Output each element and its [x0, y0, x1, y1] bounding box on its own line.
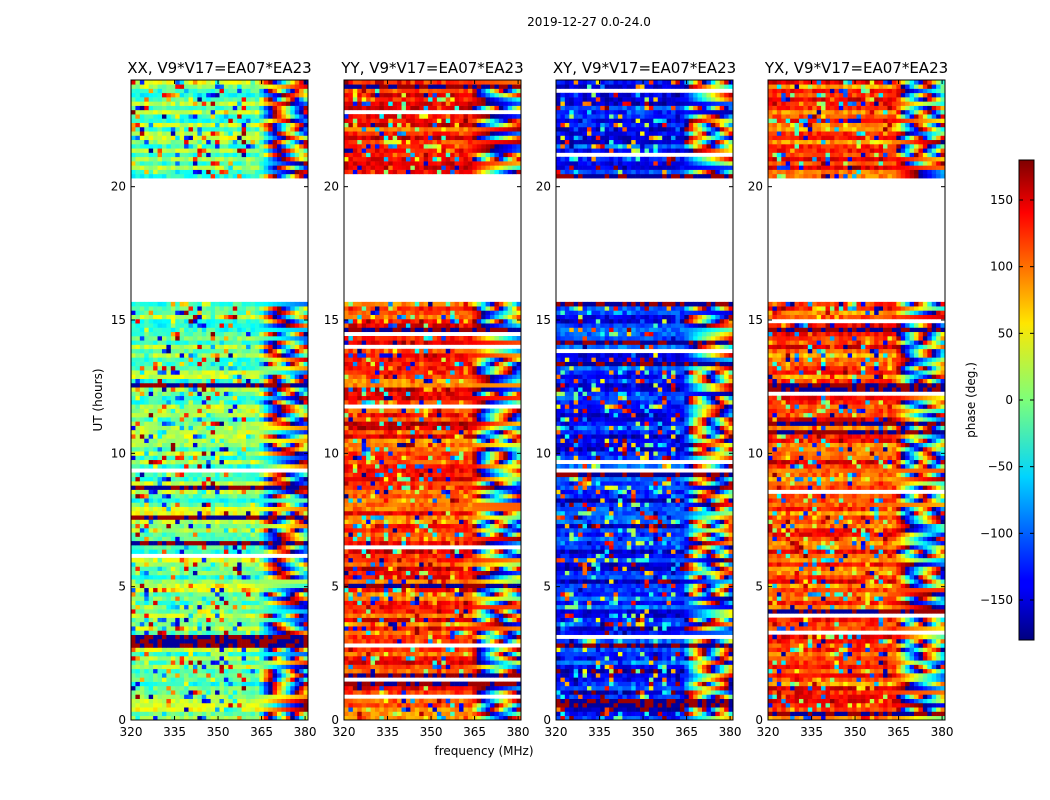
colorbar-tick-label: −150 — [980, 593, 1013, 607]
phase-heatmap-yy — [344, 80, 521, 720]
panel-title-yy: YY, V9*V17=EA07*EA23 — [340, 59, 523, 77]
x-tick-label: 335 — [588, 725, 611, 739]
panel-yx: YX, V9*V17=EA07*EA23 320 335 350 365 380 0 5 10 1… — [748, 59, 954, 739]
x-tick-label: 320 — [757, 725, 780, 739]
colorbar-label: phase (deg.) — [964, 362, 978, 438]
colorbar-tick-label: −50 — [988, 460, 1013, 474]
phase-heatmap-xx — [131, 80, 308, 720]
y-tick-label: 0 — [118, 713, 126, 727]
y-tick-label: 5 — [118, 580, 126, 594]
phase-heatmap-xy — [556, 80, 733, 720]
y-tick-label: 10 — [748, 446, 763, 460]
x-tick-label: 320 — [545, 725, 568, 739]
x-tick-label: 335 — [376, 725, 399, 739]
x-axis-label: frequency (MHz) — [434, 744, 533, 758]
y-tick-label: 0 — [543, 713, 551, 727]
figure-suptitle: 2019-12-27 0.0-24.0 — [527, 15, 651, 29]
x-tick-label: 350 — [420, 725, 443, 739]
y-tick-label: 15 — [324, 313, 339, 327]
y-tick-label: 20 — [324, 180, 339, 194]
y-tick-label: 10 — [324, 446, 339, 460]
panel-title-yx: YX, V9*V17=EA07*EA23 — [764, 59, 948, 77]
panel-title-xx: XX, V9*V17=EA07*EA23 — [127, 59, 311, 77]
y-tick-label: 0 — [755, 713, 763, 727]
y-tick-label: 20 — [748, 180, 763, 194]
y-tick-label: 5 — [755, 580, 763, 594]
colorbar: 150 100 50 0 −50 −100 −150 phase (deg.) — [964, 159, 1035, 641]
x-tick-label: 335 — [163, 725, 186, 739]
y-tick-label: 15 — [111, 313, 126, 327]
panel-frame-yx — [767, 79, 946, 721]
x-tick-label: 365 — [250, 725, 273, 739]
y-tick-label: 15 — [748, 313, 763, 327]
panel-xy: XY, V9*V17=EA07*EA23 320 335 350 365 380 0 5 10 1… — [536, 59, 742, 739]
x-tick-label: 380 — [931, 725, 954, 739]
panel-title-xy: XY, V9*V17=EA07*EA23 — [553, 59, 736, 77]
panel-frame-xx — [130, 79, 309, 721]
colorbar-tick-label: 150 — [990, 193, 1013, 207]
x-tick-label: 320 — [333, 725, 356, 739]
colorbar-tick-label: −100 — [980, 526, 1013, 540]
y-tick-label: 20 — [536, 180, 551, 194]
y-tick-label: 5 — [543, 580, 551, 594]
x-tick-label: 350 — [632, 725, 655, 739]
panel-frame-yy — [343, 79, 522, 721]
y-tick-label: 5 — [331, 580, 339, 594]
phase-heatmap-yx — [768, 80, 945, 720]
panel-yy: YY, V9*V17=EA07*EA23 320 335 350 365 380 0 5 10 1… — [324, 59, 530, 739]
y-axis-label: UT (hours) — [91, 368, 105, 431]
x-tick-label: 335 — [800, 725, 823, 739]
x-tick-label: 380 — [507, 725, 530, 739]
x-tick-label: 365 — [887, 725, 910, 739]
x-tick-label: 350 — [844, 725, 867, 739]
x-tick-label: 320 — [120, 725, 143, 739]
y-tick-label: 0 — [331, 713, 339, 727]
y-tick-label: 10 — [111, 446, 126, 460]
panel-frame-xy — [555, 79, 734, 721]
x-tick-label: 380 — [719, 725, 742, 739]
y-tick-label: 20 — [111, 180, 126, 194]
colorbar-tick-label: 0 — [1005, 393, 1013, 407]
x-tick-label: 365 — [675, 725, 698, 739]
x-tick-label: 380 — [294, 725, 317, 739]
colorbar-tick-label: 50 — [998, 326, 1013, 340]
colorbar-tick-label: 100 — [990, 260, 1013, 274]
y-tick-label: 15 — [536, 313, 551, 327]
panel-xx: XX, V9*V17=EA07*EA23 320 335 350 365 380 0 5 10 1… — [111, 59, 317, 739]
x-tick-label: 350 — [207, 725, 230, 739]
y-tick-label: 10 — [536, 446, 551, 460]
x-tick-label: 365 — [463, 725, 486, 739]
